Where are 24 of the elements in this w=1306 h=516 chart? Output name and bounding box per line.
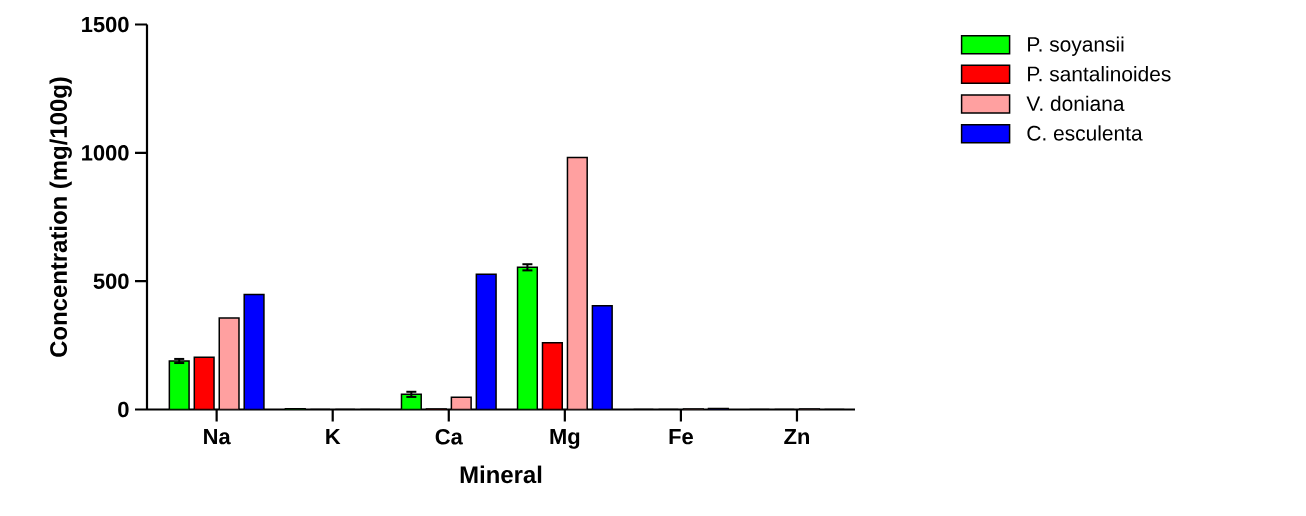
x-tick-label: Zn xyxy=(784,429,809,445)
legend-label: V. doniana xyxy=(1026,95,1125,112)
y-axis-title: Concentration (mg/100g) xyxy=(49,77,72,357)
x-tick-label: Mg xyxy=(550,429,580,449)
legend-label: P. soyansii xyxy=(1028,36,1124,56)
bar xyxy=(475,273,497,410)
bar xyxy=(591,305,613,410)
x-tick-label: K xyxy=(326,429,341,445)
bar xyxy=(516,266,539,410)
bar xyxy=(400,393,422,410)
bar xyxy=(168,360,190,410)
legend-label: C. esculenta xyxy=(1027,125,1143,141)
y-tick-label: 1500 xyxy=(82,16,129,33)
x-axis-title: Mineral xyxy=(460,465,542,484)
x-tick-label: Na xyxy=(204,429,231,445)
legend-label: P. santalinoides xyxy=(1028,66,1171,82)
x-tick-label: Ca xyxy=(435,429,463,445)
bar xyxy=(218,317,240,410)
bar xyxy=(243,293,265,410)
y-tick-label: 500 xyxy=(93,273,129,289)
y-tick-label: 0 xyxy=(118,401,129,418)
y-tick-label: 1000 xyxy=(82,145,129,161)
x-tick-label: Fe xyxy=(669,429,693,445)
bar xyxy=(566,156,588,410)
